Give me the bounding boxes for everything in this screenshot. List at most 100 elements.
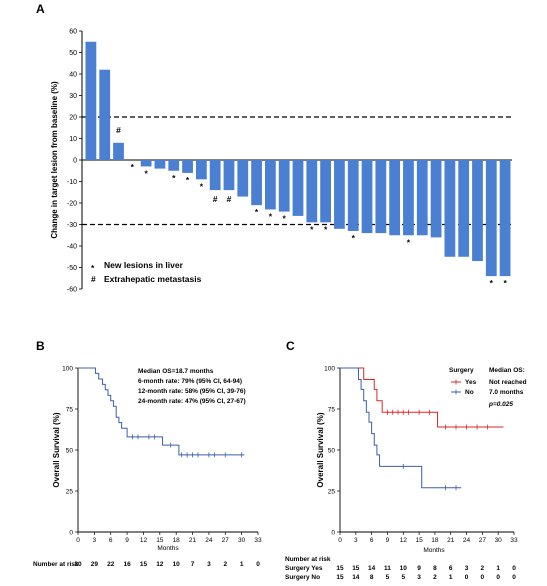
panel-c-x-tick-label: 15	[415, 537, 423, 544]
panel-b-y-tick-label: 75	[66, 406, 74, 413]
panel-a-legend-symbol: #	[91, 274, 96, 284]
panel-a-y-tick-label: 50	[69, 50, 77, 57]
panel-a-y-tick-label: -60	[67, 287, 77, 294]
panel-b-y-axis-label: Overall Survival (%)	[52, 412, 61, 487]
panel-c-x-tick-label: 12	[400, 537, 408, 544]
panel-c-risk-value: 3	[417, 574, 421, 581]
panel-c-x-tick-label: 33	[510, 537, 518, 544]
panel-b-x-tick-label: 33	[254, 537, 262, 544]
panel-a-bar	[223, 160, 235, 191]
panel-a-bar	[168, 160, 180, 171]
panel-c-pvalue: p=0.025	[488, 401, 513, 408]
panel-b-x-tick-label: 30	[238, 537, 246, 544]
panel-a-new-lesion-marker: *	[269, 211, 273, 221]
panel-c-risk-value: 9	[417, 565, 421, 572]
panel-a-new-lesion-marker: *	[490, 278, 494, 288]
panel-b-x-tick-label: 21	[189, 537, 197, 544]
panel-b-survival-rate: 24-month rate: 47% (95% CI, 27-67)	[138, 398, 246, 405]
panel-a-y-tick-label: 20	[69, 115, 77, 122]
panel-c-y-tick-label: 0	[331, 529, 335, 536]
panel-a-y-tick-label: 60	[69, 29, 77, 36]
panel-c-risk-value: 10	[400, 565, 408, 572]
panel-a-bar	[375, 160, 387, 234]
panel-b-annotation: Median OS=18.7 months 6-month rate: 79% (…	[138, 368, 246, 405]
panel-b-x-tick-label: 0	[76, 537, 80, 544]
panel-c-risk-row-label: Surgery No	[285, 574, 320, 581]
panel-c-y-tick-label: 100	[324, 365, 335, 372]
panel-c-x-tick-label: 6	[370, 537, 374, 544]
panel-b-curves	[78, 367, 245, 458]
panel-a-y-tick-label: 10	[69, 136, 77, 143]
panel-b-risk-value: 0	[256, 561, 260, 568]
panel-c-legend-label: Yes	[465, 379, 477, 386]
panel-a-bar	[265, 160, 276, 210]
panel-b-x-axis-label: Months	[157, 545, 179, 552]
panel-a-bar	[361, 160, 373, 234]
panel-c-y-tick-label: 50	[328, 447, 336, 454]
panel-a-bar	[140, 160, 152, 167]
panel-c-y-tick-label: 25	[328, 488, 336, 495]
panel-a-bar	[251, 160, 262, 206]
panel-b-risk-value: 22	[107, 561, 115, 568]
panel-c-x-tick-label: 9	[386, 537, 390, 544]
panel-c-risk-value: 8	[370, 574, 374, 581]
panel-a-legend-symbol: *	[91, 263, 95, 273]
panel-a-bar	[85, 41, 97, 160]
panel-b-risk-value: 12	[156, 561, 164, 568]
panel-c-risk-value: 2	[481, 565, 485, 572]
panel-a-legend: * New lesions in liver # Extrahepatic metas…	[91, 260, 202, 284]
panel-b-y-tick-label: 50	[66, 447, 74, 454]
panel-b-risk-value: 29	[91, 561, 99, 568]
panel-c-x-axis-label: Months	[423, 547, 445, 554]
panel-b-risk-title: Number at risk	[33, 561, 79, 568]
panel-c-no-survival-curve	[340, 367, 462, 489]
panel-a-y-tick-label: -40	[67, 244, 77, 251]
panel-a-legend-label: Extrahepatic metastasis	[104, 274, 202, 284]
panel-c-x-tick-label: 27	[479, 537, 487, 544]
panel-c-y-axis-label: Overall Survival (%)	[316, 412, 325, 487]
panel-a-bar	[485, 160, 497, 277]
panel-c-x-tick-label: 18	[431, 537, 439, 544]
panel-a-bar	[154, 160, 166, 169]
panel-a-y-tick-label: 0	[73, 158, 77, 165]
panel-a-bar	[347, 160, 359, 231]
panel-a-new-lesion-marker: *	[186, 175, 190, 185]
panel-a-new-lesion-marker: *	[200, 181, 204, 191]
panel-c-risk-value: 0	[481, 574, 485, 581]
panel-c-risk-value: 3	[465, 565, 469, 572]
panel-a-bar	[499, 160, 511, 277]
panel-a-bar	[195, 160, 207, 180]
panel-b-risk-value: 7	[191, 561, 195, 568]
panel-a-new-lesion-marker: *	[144, 168, 148, 178]
panel-b-median-os: Median OS=18.7 months	[138, 368, 214, 375]
panel-b-risk-value: 16	[123, 561, 131, 568]
panel-a-new-lesion-marker: *	[131, 162, 135, 172]
panel-c-yes-survival-curve	[340, 367, 504, 428]
panel-a-new-lesion-marker: *	[352, 233, 356, 243]
panel-a-y-tick-label: -20	[67, 201, 77, 208]
panel-c-risk-value: 8	[433, 565, 437, 572]
panel-a-bar	[113, 142, 124, 160]
panel-a: A Change in target lesion from baseline …	[36, 2, 512, 294]
panel-a-bar	[430, 160, 442, 238]
panel-a-bar	[237, 160, 249, 197]
panel-b-survival-curve	[78, 367, 245, 456]
panel-a-bar	[306, 160, 318, 223]
panel-a-extrahepatic-marker: #	[213, 194, 218, 204]
panel-c-legend-median: 7.0 months	[489, 389, 524, 396]
panel-b-x-tick-label: 27	[222, 537, 230, 544]
panel-c-risk-value: 5	[401, 574, 405, 581]
panel-c-risk-value: 1	[496, 565, 500, 572]
panel-c-legend-median: Not reached	[489, 379, 527, 386]
panel-a-new-lesion-marker: *	[324, 224, 328, 234]
panel-c-curves	[340, 367, 504, 491]
panel-c-x-tick-label: 21	[447, 537, 455, 544]
panel-c-legend-header-surgery: Surgery	[449, 367, 474, 374]
panel-a-bar	[416, 160, 428, 236]
panel-a-new-lesion-marker: *	[172, 173, 176, 183]
panel-b-risk-value: 15	[140, 561, 148, 568]
panel-b-x-tick-label: 12	[140, 537, 148, 544]
panel-b-risk-value: 10	[173, 561, 181, 568]
panel-a-y-tick-label: -30	[67, 222, 77, 229]
